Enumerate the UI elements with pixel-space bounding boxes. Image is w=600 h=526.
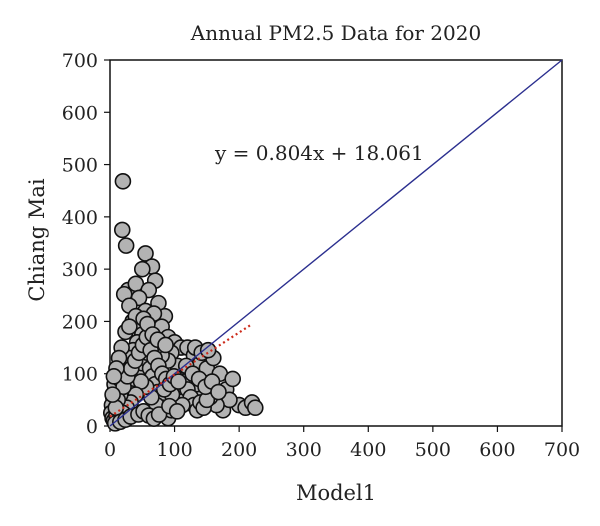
y-tick-label-0: 0	[86, 416, 98, 438]
x-tick-label-700: 700	[544, 439, 580, 461]
scatter-point	[224, 370, 241, 388]
x-axis-title: Model1	[296, 481, 376, 505]
plot-frame	[109, 59, 563, 427]
x-tick-label-400: 400	[350, 439, 386, 461]
y-tick-label-500: 500	[62, 155, 98, 177]
y-tick-label-300: 300	[62, 259, 98, 281]
scatter-point	[117, 237, 135, 254]
scatter-point	[210, 383, 227, 401]
y-tick-label-400: 400	[62, 207, 98, 229]
scatter-point	[121, 318, 138, 335]
x-tick-label-300: 300	[286, 439, 322, 461]
trend-line	[109, 323, 253, 418]
x-tick-label-0: 0	[104, 439, 116, 461]
x-tick-label-200: 200	[221, 439, 257, 461]
chart-title: Annual PM2.5 Data for 2020	[190, 21, 481, 45]
scatter-point	[246, 399, 264, 417]
scatter-point	[104, 386, 121, 403]
scatter-point	[114, 173, 132, 190]
y-tick-label-700: 700	[62, 50, 98, 72]
scatter-point	[113, 221, 131, 239]
y-tick-label-100: 100	[62, 364, 98, 386]
scatter-point	[168, 403, 186, 420]
scatter-point	[199, 341, 217, 359]
scatter-point	[170, 373, 187, 390]
reference-line	[109, 59, 563, 427]
scatter-point	[137, 245, 154, 262]
x-tick-label-100: 100	[156, 439, 192, 461]
scatter-point	[157, 336, 174, 354]
y-axis-title: Chiang Mai	[25, 178, 49, 301]
scatter-point	[133, 260, 151, 278]
y-tick-label-200: 200	[62, 311, 98, 333]
x-tick-label-600: 600	[479, 439, 515, 461]
scatter-point	[105, 368, 123, 385]
x-tick-label-500: 500	[415, 439, 451, 461]
y-tick-label-600: 600	[62, 102, 98, 124]
plot-area: 0 100 200 300 400 500 600 700 0 100 200 300 400 500 60…	[62, 50, 580, 461]
trendline-equation: y = 0.804x + 18.061	[214, 141, 424, 165]
